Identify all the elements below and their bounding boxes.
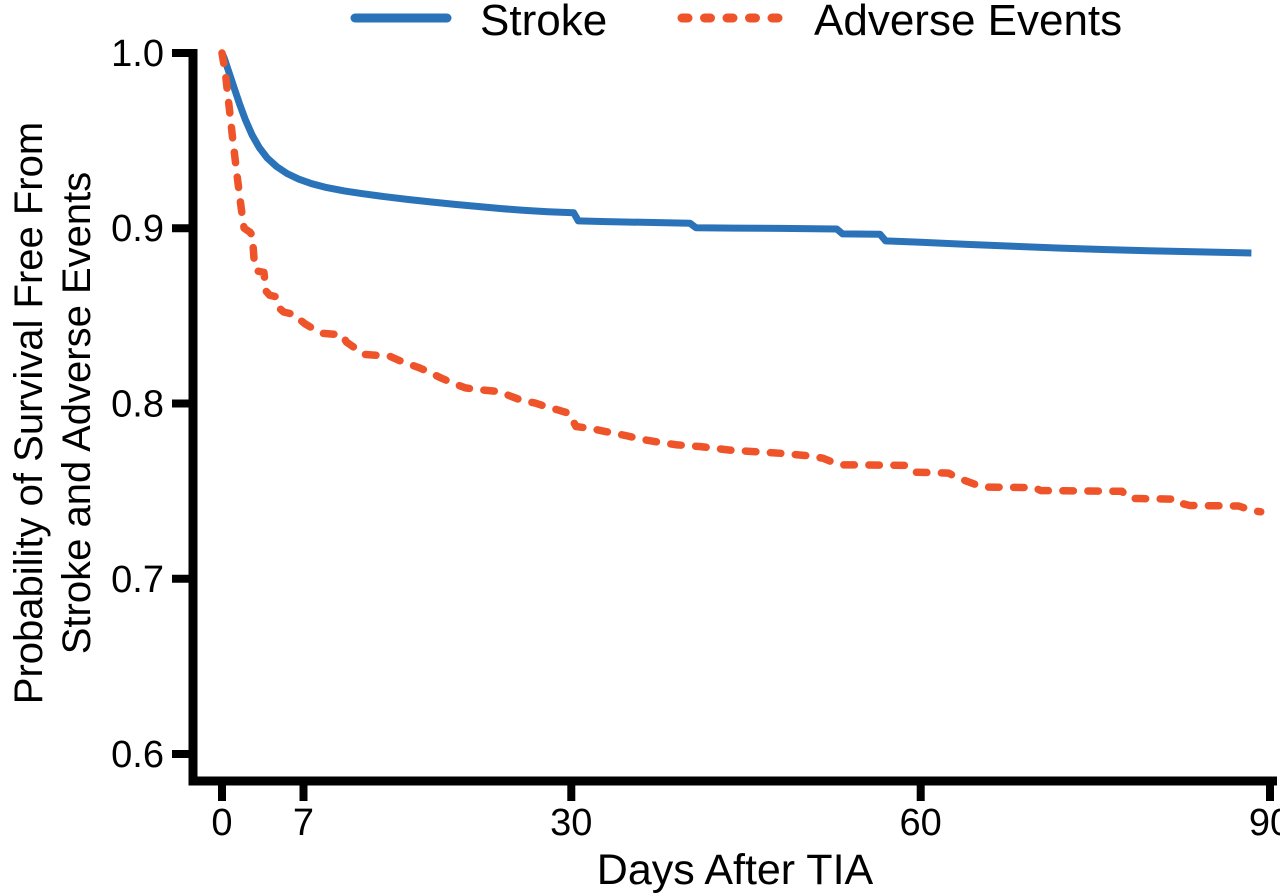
y-tick-label: 0.9 <box>111 208 164 250</box>
y-tick-label: 0.7 <box>111 559 164 601</box>
legend-adverse-label: Adverse Events <box>814 0 1122 45</box>
y-tick-label: 0.8 <box>111 384 164 426</box>
x-tick-label: 7 <box>293 802 314 844</box>
legend-stroke-label: Stroke <box>480 0 607 45</box>
x-tick-label: 90 <box>1249 802 1280 844</box>
x-tick-label: 30 <box>550 802 592 844</box>
y-tick-label: 1.0 <box>111 33 164 75</box>
x-tick-label: 0 <box>211 802 232 844</box>
axes: 1.0 0.9 0.8 0.7 0.6 0 7 30 60 90 <box>111 33 1280 844</box>
series-lines <box>218 49 1265 516</box>
y-tick-label: 0.6 <box>111 734 164 776</box>
x-axis-title: Days After TIA <box>597 846 874 894</box>
adverse-events-series-line <box>218 49 1265 516</box>
y-axis-title-line1: Probability of Survival Free From <box>7 122 51 704</box>
legend: Stroke Adverse Events <box>350 0 1122 45</box>
y-axis-ticks: 1.0 0.9 0.8 0.7 0.6 <box>111 33 193 776</box>
y-axis-title-line2: Stroke and Adverse Events <box>55 172 99 655</box>
x-axis-ticks: 0 7 30 60 90 <box>211 781 1280 844</box>
stroke-series-line <box>218 51 1252 257</box>
x-tick-label: 60 <box>900 802 942 844</box>
